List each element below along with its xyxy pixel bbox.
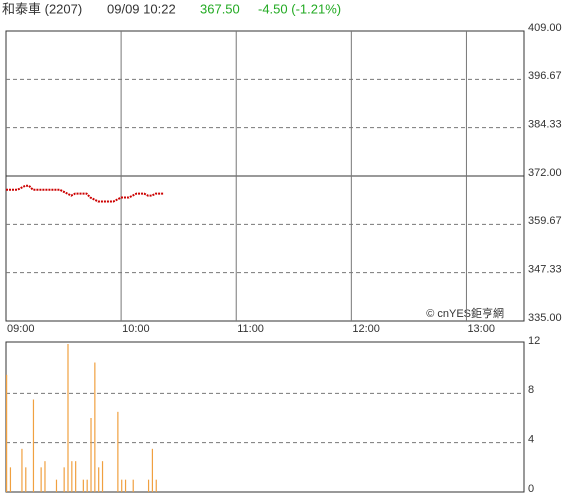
volume-bar (86, 479, 88, 492)
volume-bar (25, 467, 27, 492)
stock-name: 和泰車 (2207) (2, 1, 82, 16)
time: 09/09 10:22 (107, 1, 176, 16)
volume-bar (6, 374, 8, 492)
volume-bar (121, 479, 123, 492)
volume-bar (155, 479, 157, 492)
change: -4.50 (-1.21%) (258, 1, 341, 16)
x-tick-label: 10:00 (122, 323, 150, 335)
price: 367.50 (200, 1, 240, 16)
y-tick-label: 409.00 (528, 22, 562, 34)
x-tick-label: 09:00 (7, 323, 35, 335)
volume-bar (124, 479, 127, 492)
volume-bar (132, 479, 134, 492)
volume-bar (117, 411, 119, 492)
x-tick-label: 11:00 (237, 323, 264, 335)
watermark: © cnYES鉅亨網 (426, 306, 504, 320)
volume-bar (82, 479, 84, 492)
volume-bar (71, 461, 73, 492)
volume-bar (75, 461, 77, 492)
x-tick-label: 12:00 (352, 323, 380, 335)
volume-bar (94, 362, 96, 492)
y-tick-label: 372.00 (528, 167, 562, 179)
volume-bar (21, 448, 23, 492)
y-tick-label: 347.33 (528, 264, 562, 276)
volume-bar (90, 418, 92, 492)
volume-bar (98, 467, 100, 492)
volume-bar (44, 461, 46, 492)
y-tick-label: 12 (528, 335, 540, 347)
price-line (6, 184, 164, 203)
volume-bar (55, 479, 58, 492)
y-tick-label: 396.67 (528, 70, 562, 82)
y-tick-label: 4 (528, 434, 534, 446)
volume-bar (101, 461, 104, 492)
y-tick-label: 0 (528, 483, 534, 495)
volume-bar (9, 467, 12, 492)
volume-bar (63, 467, 65, 492)
volume-bar (147, 479, 150, 492)
y-tick-label: 384.33 (528, 119, 562, 131)
volume-bar (32, 399, 35, 492)
volume-bar (67, 344, 69, 492)
y-tick-label: 8 (528, 384, 534, 396)
x-tick-label: 13:00 (467, 323, 495, 335)
volume-bar (40, 467, 42, 492)
y-tick-label: 359.67 (528, 215, 562, 227)
y-tick-label: 335.00 (528, 312, 562, 324)
volume-frame (5, 341, 525, 493)
volume-bar (151, 448, 154, 492)
